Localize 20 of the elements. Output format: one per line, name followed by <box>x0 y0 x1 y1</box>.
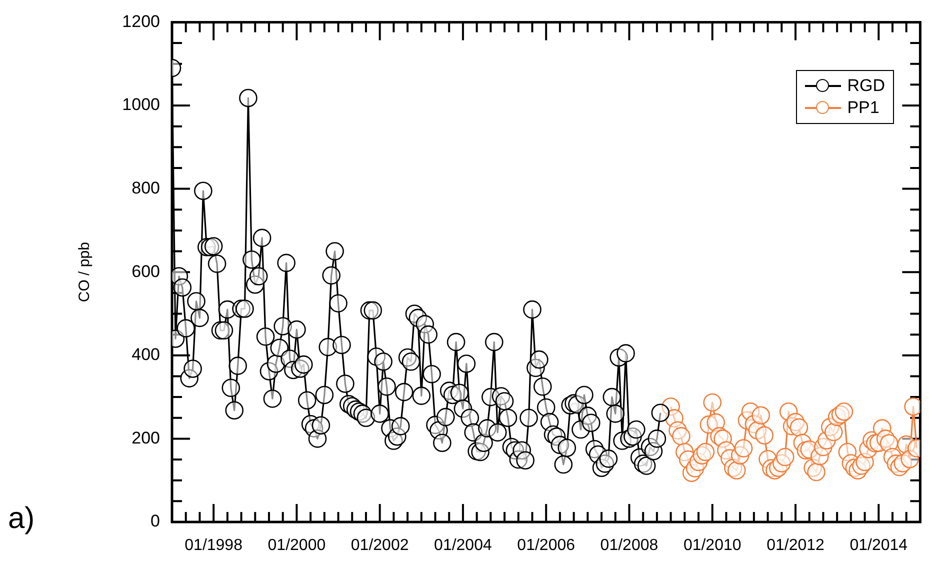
y-axis-title: CO / ppb <box>76 242 94 302</box>
y-tick-label: 400 <box>132 345 160 364</box>
y-tick-label: 1000 <box>122 95 160 114</box>
legend-label: RGD <box>847 75 885 97</box>
y-tick-label: 600 <box>132 262 160 281</box>
x-tick-label: 01/2012 <box>766 537 825 554</box>
x-tick-label: 01/1998 <box>184 537 243 554</box>
text: a) <box>8 502 35 535</box>
x-tick-label: 01/2006 <box>517 537 576 554</box>
y-tick-label: 800 <box>132 178 160 198</box>
x-tick-label: 01/2014 <box>850 537 908 554</box>
legend-label: PP1 <box>847 97 880 119</box>
x-tick-label: 01/2010 <box>683 537 742 554</box>
x-tick-label: 01/2000 <box>268 537 326 554</box>
y-tick-label: 0 <box>150 512 160 531</box>
x-tick-label: 01/2008 <box>600 537 658 554</box>
y-tick-label: 200 <box>132 428 160 448</box>
y-tick-label: 1200 <box>122 12 160 31</box>
x-tick-label: 01/2004 <box>434 537 492 554</box>
x-tick-label: 01/2002 <box>350 537 409 554</box>
